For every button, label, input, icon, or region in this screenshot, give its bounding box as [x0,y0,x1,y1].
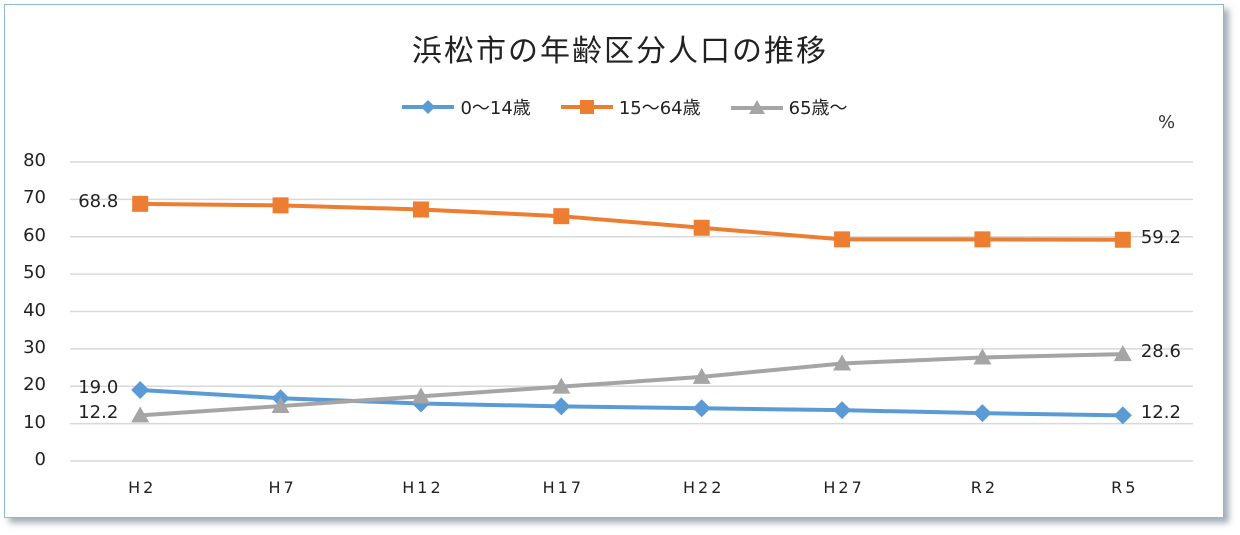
triangle-marker-icon [692,367,711,384]
square-marker-icon [560,100,613,114]
triangle-marker-icon [411,387,430,404]
x-tick-label: R2 [970,478,999,497]
triangle-marker-icon [131,406,150,423]
square-marker-icon [132,195,149,212]
x-tick-label: H12 [402,478,444,497]
series-line [140,352,1123,418]
chart-title: 浜松市の年齢区分人口の推移 [412,34,828,69]
y-tick-label: 70 [23,187,46,209]
y-tick-label: 40 [23,299,46,321]
data-label: 28.6 [1140,341,1181,363]
x-tick-label: H2 [128,478,157,497]
square-marker-icon [834,231,851,248]
chart-legend: 0〜14歳 15〜64歳 65歳〜 [0,94,1240,120]
series-line [140,387,1123,418]
x-tick-label: H17 [542,478,584,497]
diamond-marker-icon [1113,406,1132,425]
square-marker-icon [693,219,710,236]
legend-label: 65歳〜 [788,98,848,119]
x-tick-label: H7 [268,478,297,497]
triangle-marker-icon [1113,345,1132,362]
diamond-marker-icon [402,100,455,114]
triangle-marker-icon [833,354,852,371]
x-tick-label: H22 [682,478,725,497]
square-marker-icon [272,197,289,214]
y-tick-label: 80 [23,150,46,171]
square-marker-icon [412,201,429,218]
y-tick-label: 10 [23,411,46,433]
triangle-marker-icon [973,348,992,365]
diamond-marker-icon [833,401,852,420]
square-marker-icon [974,231,991,248]
data-label: 59.2 [1140,226,1181,248]
y-tick-label: 60 [23,224,46,246]
diamond-marker-icon [552,397,571,416]
diamond-marker-icon [131,380,150,399]
data-label: 68.8 [78,190,119,212]
y-tick-label: 30 [23,336,46,358]
data-label: 19.0 [78,376,119,398]
data-label: 12.2 [78,402,119,424]
y-tick-label: 0 [34,449,46,470]
unit-label: % [1158,112,1176,133]
triangle-marker-icon [730,100,783,114]
y-tick-label: 50 [23,262,46,284]
legend-item-15-64: 15〜64歳 [560,94,701,120]
chart-frame [4,4,1224,518]
x-tick-label: R5 [1111,478,1139,497]
series-line [140,201,1123,242]
legend-label: 0〜14歳 [460,98,531,119]
diamond-marker-icon [973,404,992,423]
triangle-marker-icon [271,397,290,414]
legend-label: 15〜64歳 [618,98,701,119]
x-tick-label: H27 [823,478,865,497]
y-tick-label: 20 [23,374,46,396]
data-label: 12.2 [1140,402,1181,424]
square-marker-icon [553,208,570,225]
diamond-marker-icon [692,399,711,418]
legend-item-65-plus: 65歳〜 [730,94,848,120]
square-marker-icon [1114,231,1131,248]
legend-item-0-14: 0〜14歳 [402,94,531,120]
triangle-marker-icon [552,377,571,394]
